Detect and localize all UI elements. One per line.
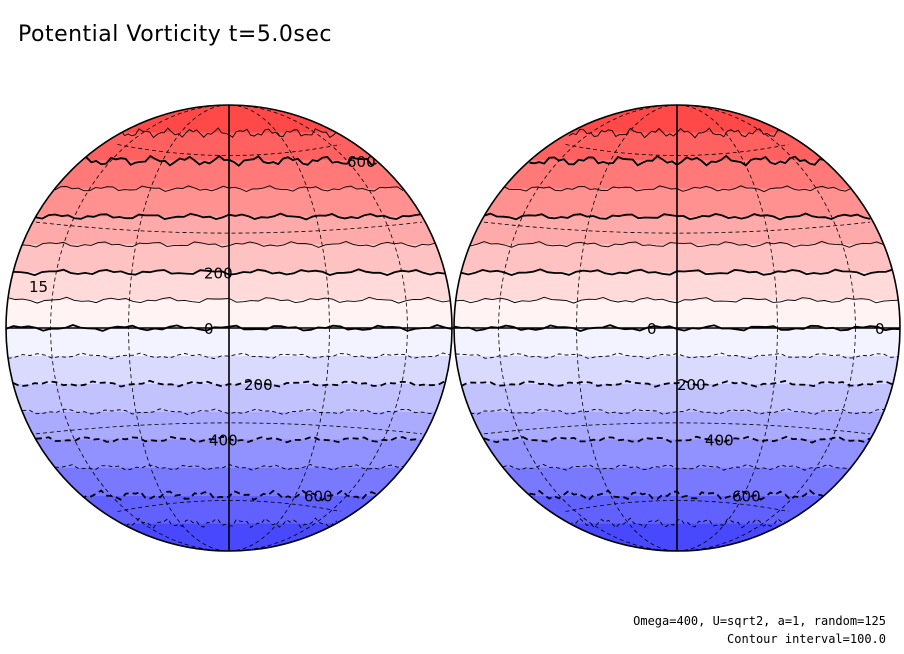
latitude-gridline [483, 422, 871, 435]
contour-label: 0 [875, 320, 885, 338]
contour-label: 15 [29, 278, 48, 296]
contour-line [22, 408, 436, 415]
contour-label: 200 [677, 376, 706, 394]
contour-label: 400 [209, 432, 238, 450]
contour-label: 200 [244, 376, 273, 394]
chart-title: Potential Vorticity t=5.0sec [18, 22, 332, 47]
contour-label: 600 [732, 487, 761, 505]
latitude-gridline [483, 221, 871, 234]
latitude-gridline [35, 221, 423, 234]
contour-label: 0 [204, 320, 214, 338]
contour-line [7, 352, 451, 360]
contour-label: 600 [304, 487, 333, 505]
contour-label: 600 [347, 153, 376, 171]
contour-line [470, 408, 884, 415]
contour-interval-note: Contour interval=100.0 [727, 632, 886, 646]
latitude-gridline [35, 422, 423, 435]
parameters-note: Omega=400, U=sqrt2, a=1, random=125 [633, 614, 886, 628]
contour-label: 200 [204, 264, 233, 282]
contour-label: 400 [705, 432, 734, 450]
contour-label: 0 [647, 320, 657, 338]
